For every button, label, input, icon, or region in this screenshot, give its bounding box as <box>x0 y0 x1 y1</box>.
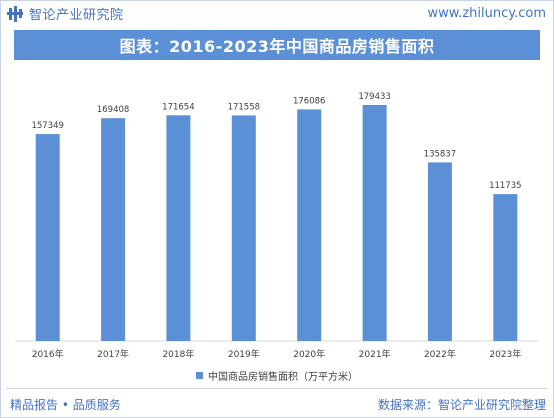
bar-2 <box>166 115 191 341</box>
x-tick-label-4: 2020年 <box>293 348 325 360</box>
bar-6 <box>427 162 452 341</box>
legend-swatch <box>196 372 203 379</box>
data-label-4: 176086 <box>293 96 325 106</box>
chart-title: 图表：2016-2023年中国商品房销售面积 <box>14 30 540 60</box>
x-tick-label-5: 2021年 <box>359 348 391 360</box>
logo: 智论产业研究院 <box>7 4 124 23</box>
footer-tagline: 精品报告 • 品质服务 <box>10 398 121 412</box>
logo-mark-icon <box>7 5 23 22</box>
bar-5 <box>362 105 387 341</box>
bar-7 <box>493 194 518 341</box>
site-url[interactable]: www.zhiluncy.com <box>427 6 547 21</box>
x-tick-label-2: 2018年 <box>162 348 194 360</box>
data-label-0: 157349 <box>31 121 63 131</box>
x-tick-label-1: 2017年 <box>97 348 129 360</box>
data-label-7: 111735 <box>489 181 521 191</box>
brand-name: 智论产业研究院 <box>29 8 124 23</box>
data-label-5: 179433 <box>358 92 390 102</box>
x-tick-label-0: 2016年 <box>32 348 64 360</box>
legend: 中国商品房销售面积（万平方米） <box>0 368 554 383</box>
x-tick-label-7: 2023年 <box>489 348 521 360</box>
data-label-6: 135837 <box>424 149 456 159</box>
bar-0 <box>35 134 60 341</box>
header: 智论产业研究院 www.zhiluncy.com <box>0 0 554 28</box>
legend-label: 中国商品房销售面积（万平方米） <box>208 372 358 383</box>
data-label-1: 169408 <box>97 105 129 115</box>
bar-1 <box>101 118 126 341</box>
footer-divider <box>6 388 548 389</box>
data-label-3: 171558 <box>228 102 260 112</box>
data-label-2: 171654 <box>162 102 194 112</box>
bar-chart: 157349 2016年 169408 2017年 171654 2018年 171558 2… <box>15 92 538 360</box>
bar-3 <box>231 115 256 342</box>
x-tick-label-6: 2022年 <box>424 348 456 360</box>
footer-source: 数据来源：智论产业研究院整理 <box>377 398 546 412</box>
bar-4 <box>297 109 322 342</box>
x-tick-label-3: 2019年 <box>228 348 260 360</box>
